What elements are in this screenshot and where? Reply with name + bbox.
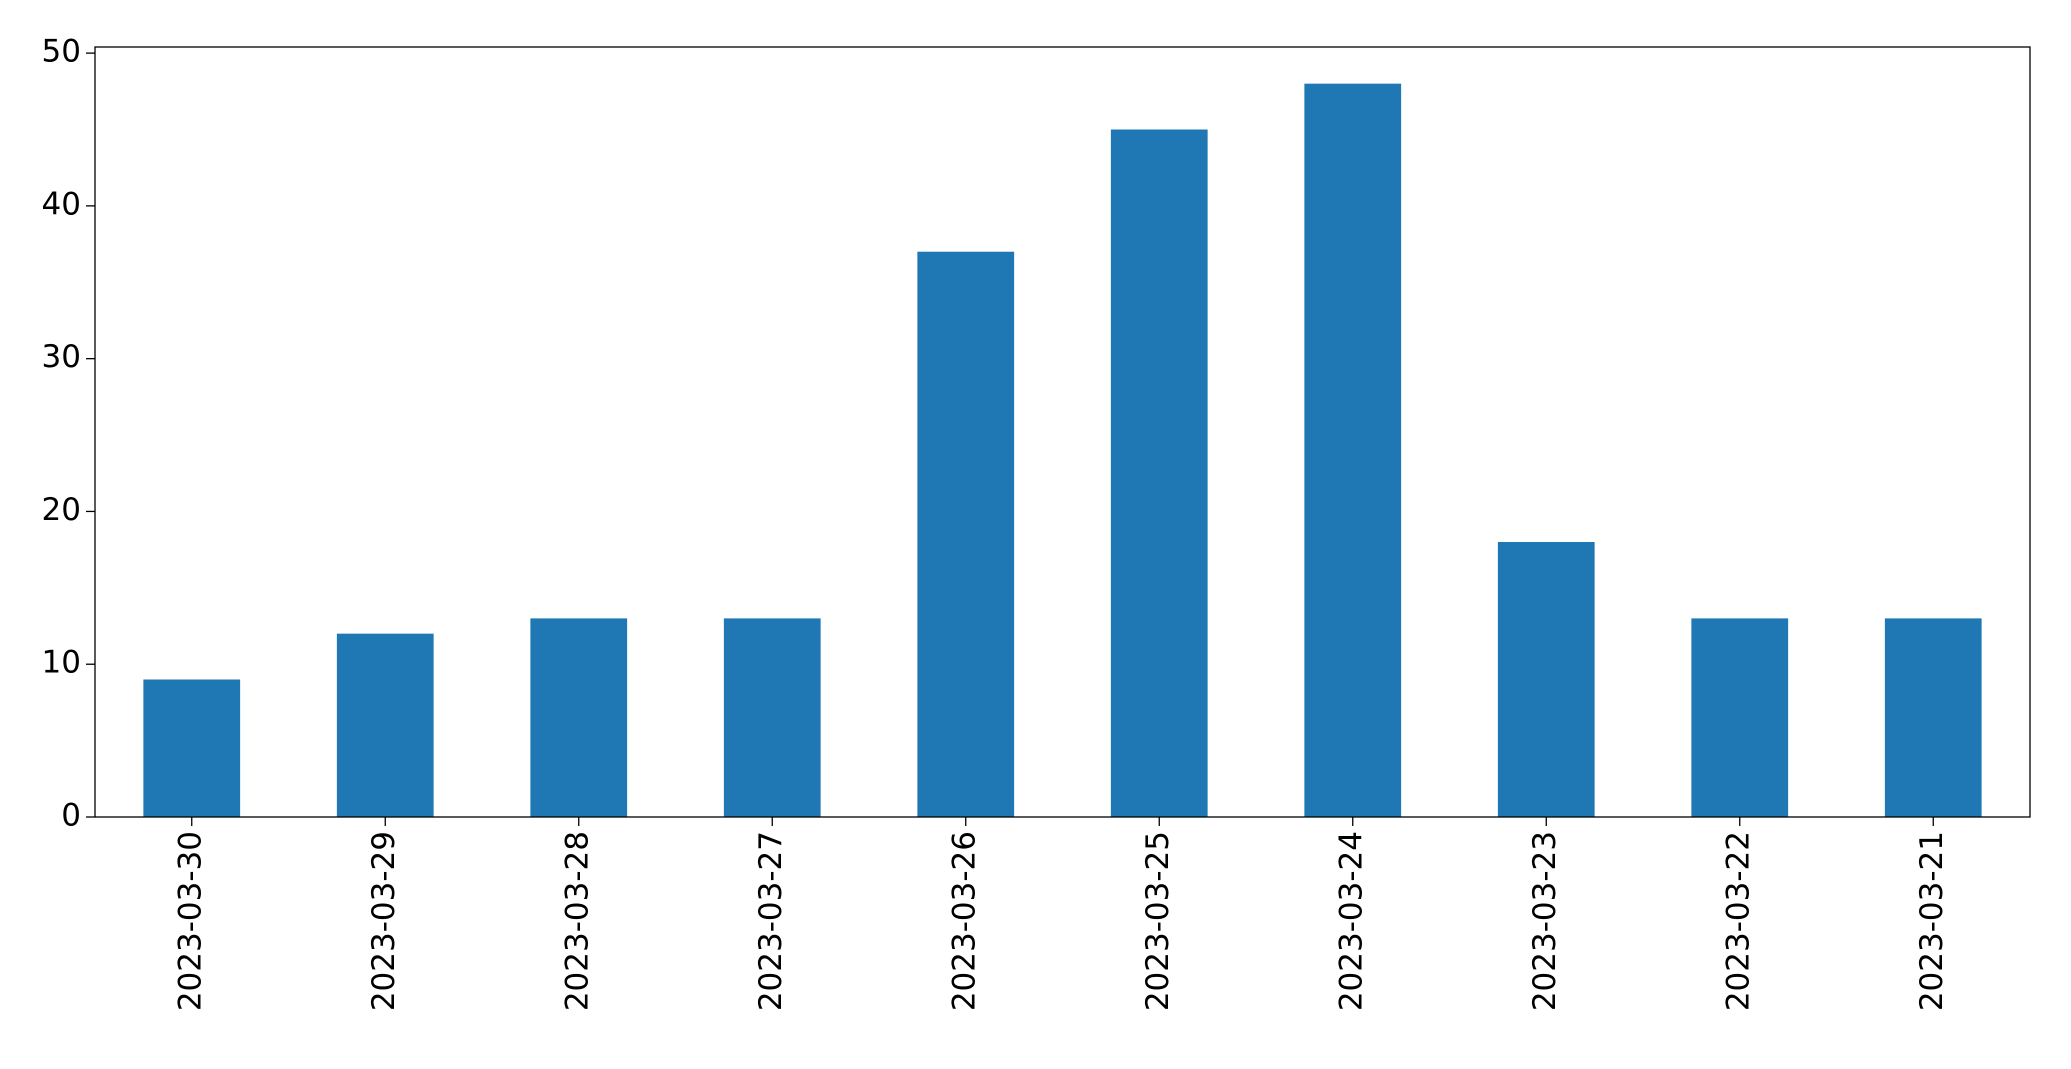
x-tick-label: 2023-03-30 [172,831,208,1011]
y-tick-label: 40 [42,186,81,222]
x-tick-label: 2023-03-27 [753,831,789,1011]
plot-frame [94,46,2031,818]
y-tick-label: 50 [42,34,81,70]
x-tick-label: 2023-03-22 [1720,831,1756,1011]
x-tick-label: 2023-03-24 [1333,831,1369,1011]
bar [1497,542,1595,817]
bar [1691,618,1789,817]
bar [1304,83,1402,817]
bar [143,679,241,817]
bar [917,251,1015,817]
x-tick-label: 2023-03-23 [1527,831,1563,1011]
x-tick-label: 2023-03-26 [946,831,982,1011]
x-tick-label: 2023-03-21 [1914,831,1950,1011]
y-tick-label: 10 [42,645,81,681]
y-tick-label: 30 [42,339,81,375]
bar [530,618,628,817]
x-tick-label: 2023-03-25 [1140,831,1176,1011]
bar [1110,129,1208,817]
x-tick-label: 2023-03-28 [559,831,595,1011]
x-tick-label: 2023-03-29 [366,831,402,1011]
y-tick-label: 0 [61,798,81,834]
bar [1884,618,1982,817]
y-tick-label: 20 [42,492,81,528]
bar [336,633,434,817]
bar [723,618,821,817]
